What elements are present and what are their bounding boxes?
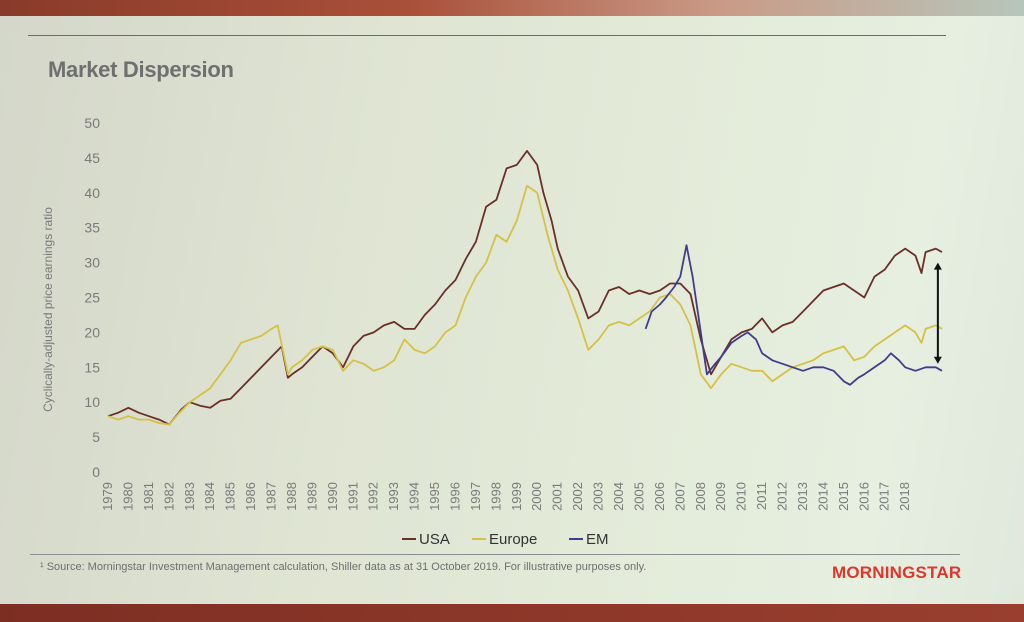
x-tick-label: 2015 <box>836 482 851 511</box>
screen-edge-bottom <box>0 604 1024 622</box>
x-tick-label: 2003 <box>591 482 606 511</box>
x-tick-label: 2004 <box>611 482 626 511</box>
y-tick-label: 10 <box>84 394 100 410</box>
series-line-usa <box>107 150 943 426</box>
x-tick-label: 1997 <box>468 482 483 511</box>
x-tick-label: 2000 <box>529 482 544 511</box>
x-tick-label: 1994 <box>407 482 422 511</box>
x-tick-label: 1993 <box>386 482 401 511</box>
x-tick-label: 1991 <box>345 482 360 511</box>
x-tick-label: 1981 <box>141 482 156 511</box>
x-tick-label: 1995 <box>427 482 442 511</box>
x-tick-label: 1985 <box>223 482 238 511</box>
x-tick-label: 2002 <box>570 482 585 511</box>
x-tick-label: 1989 <box>304 482 319 511</box>
x-tick-label: 1979 <box>100 482 115 511</box>
y-tick-label: 25 <box>84 290 100 306</box>
x-tick-label: 2007 <box>672 482 687 511</box>
x-tick-label: 1992 <box>366 482 381 511</box>
y-tick-label: 15 <box>84 359 100 375</box>
x-tick-label: 1987 <box>264 482 279 511</box>
x-tick-label: 1999 <box>509 482 524 511</box>
x-tick-label: 2006 <box>652 482 667 511</box>
source-note: ¹ Source: Morningstar Investment Managem… <box>40 561 647 573</box>
x-tick-label: 1998 <box>488 482 503 511</box>
y-tick-label: 30 <box>84 255 100 271</box>
x-tick-label: 2009 <box>713 482 728 511</box>
x-tick-label: 2008 <box>693 482 708 511</box>
dispersion-arrow-head-down <box>933 356 942 364</box>
x-tick-label: 1982 <box>161 482 176 511</box>
y-tick-label: 50 <box>84 115 100 131</box>
y-tick-label: 5 <box>92 429 100 445</box>
screen-edge-top <box>0 0 1024 16</box>
y-tick-label: 0 <box>92 464 100 480</box>
series-line-em <box>644 244 943 386</box>
legend-label-em: EM <box>586 531 609 548</box>
slide-title: Market Dispersion <box>48 57 234 82</box>
series-line-europe <box>107 184 943 426</box>
x-tick-label: 1988 <box>284 482 299 511</box>
dispersion-arrow-head-up <box>933 262 942 270</box>
x-tick-label: 2017 <box>877 482 892 511</box>
y-tick-label: 20 <box>84 324 100 340</box>
y-tick-label: 35 <box>84 220 100 236</box>
y-tick-label: 45 <box>84 150 100 166</box>
x-tick-label: 1986 <box>243 482 258 511</box>
morningstar-logo: MORNINGSTAR <box>832 563 961 583</box>
x-tick-label: 2005 <box>631 482 646 511</box>
x-tick-label: 2014 <box>815 482 830 511</box>
x-tick-label: 2018 <box>897 482 912 511</box>
x-tick-label: 2013 <box>795 482 810 511</box>
legend-label-usa: USA <box>419 531 450 548</box>
x-tick-label: 1980 <box>120 482 135 511</box>
x-tick-label: 2001 <box>550 482 565 511</box>
x-tick-label: 1984 <box>202 482 217 511</box>
header-rule <box>28 35 946 36</box>
logo-text: MORNINGSTAR <box>832 563 962 582</box>
y-tick-label: 40 <box>84 185 100 201</box>
x-tick-label: 2016 <box>856 482 871 511</box>
x-tick-label: 1983 <box>182 482 197 511</box>
y-axis-label: Cyclically-adjusted price earnings ratio <box>41 207 55 412</box>
x-tick-label: 2011 <box>754 482 769 510</box>
x-tick-label: 2012 <box>775 482 790 511</box>
footer-rule <box>30 554 960 555</box>
x-tick-label: 1996 <box>447 482 462 511</box>
x-tick-label: 1990 <box>325 482 340 511</box>
x-tick-label: 2010 <box>734 482 749 511</box>
legend-label-europe: Europe <box>489 531 537 548</box>
